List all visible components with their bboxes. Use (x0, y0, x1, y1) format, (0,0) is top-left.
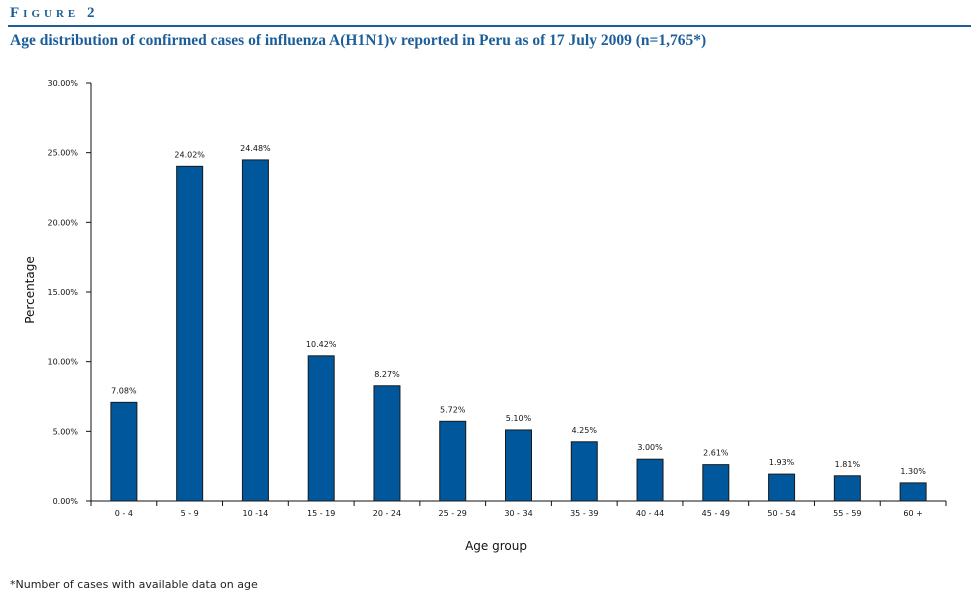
y-axis-label: Percentage (23, 256, 37, 324)
x-tick-label: 15 - 19 (307, 509, 335, 518)
y-tick-label: 30.00% (47, 79, 78, 88)
bar (307, 355, 335, 502)
x-tick-label: 10 -14 (243, 509, 269, 518)
figure-title: Age distribution of confirmed cases of i… (10, 32, 707, 49)
figure-label: Figure 2 (10, 5, 99, 21)
x-axis-label: Age group (465, 539, 527, 553)
bar (636, 458, 664, 502)
data-label: 1.30% (900, 467, 926, 476)
data-label: 5.10% (506, 414, 532, 423)
x-tick-label: 20 - 24 (373, 509, 401, 518)
x-tick-label: 5 - 9 (181, 509, 199, 518)
y-tick-label: 25.00% (47, 149, 78, 158)
y-tick-label: 0.00% (53, 497, 79, 506)
x-tick-label: 60 + (903, 509, 922, 518)
x-tick-label: 25 - 29 (439, 509, 467, 518)
x-tick-label: 35 - 39 (570, 509, 598, 518)
data-label: 4.25% (572, 426, 598, 435)
x-tick-label: 55 - 59 (833, 509, 861, 518)
data-label: 8.27% (374, 370, 400, 379)
bar (833, 475, 861, 502)
bar (702, 464, 730, 502)
x-tick-label: 45 - 49 (702, 509, 730, 518)
data-label: 24.48% (240, 144, 271, 153)
data-label: 10.42% (306, 340, 337, 349)
title-divider (8, 25, 971, 27)
y-tick-label: 5.00% (53, 427, 79, 436)
data-label: 24.02% (174, 150, 205, 159)
data-label: 7.08% (111, 386, 137, 395)
bar (570, 441, 598, 502)
x-tick-label: 0 - 4 (115, 509, 133, 518)
y-tick-label: 20.00% (47, 218, 78, 227)
data-label: 3.00% (637, 443, 663, 452)
y-tick-label: 10.00% (47, 358, 78, 367)
bars: 7.08% 24.02% 24.48% 10.42% 8.27% 5.72% 5.10% 4.… (110, 144, 927, 502)
x-tick-label: 40 - 44 (636, 509, 664, 518)
x-tick-label: 50 - 54 (767, 509, 795, 518)
data-label: 1.81% (835, 460, 861, 469)
y-tick-label: 15.00% (47, 288, 78, 297)
data-label: 1.93% (769, 458, 795, 467)
bar (439, 420, 467, 502)
bar (505, 429, 532, 502)
bar (373, 385, 401, 502)
x-tick-label: 30 - 34 (504, 509, 532, 518)
x-axis: 0 - 4 5 - 9 10 -14 15 - 19 20 - 24 25 - 29 30 … (90, 500, 947, 518)
y-axis: 0.00% 5.00% 10.00% 15.00% 20.00% 25.00% 30.00% (47, 79, 92, 506)
bar (899, 482, 927, 502)
footnote: *Number of cases with available data on … (10, 578, 258, 591)
bar (241, 159, 269, 502)
data-label: 2.61% (703, 449, 729, 458)
data-label: 5.72% (440, 405, 466, 414)
bar (176, 165, 204, 502)
bar (768, 473, 796, 502)
bar (110, 401, 138, 502)
